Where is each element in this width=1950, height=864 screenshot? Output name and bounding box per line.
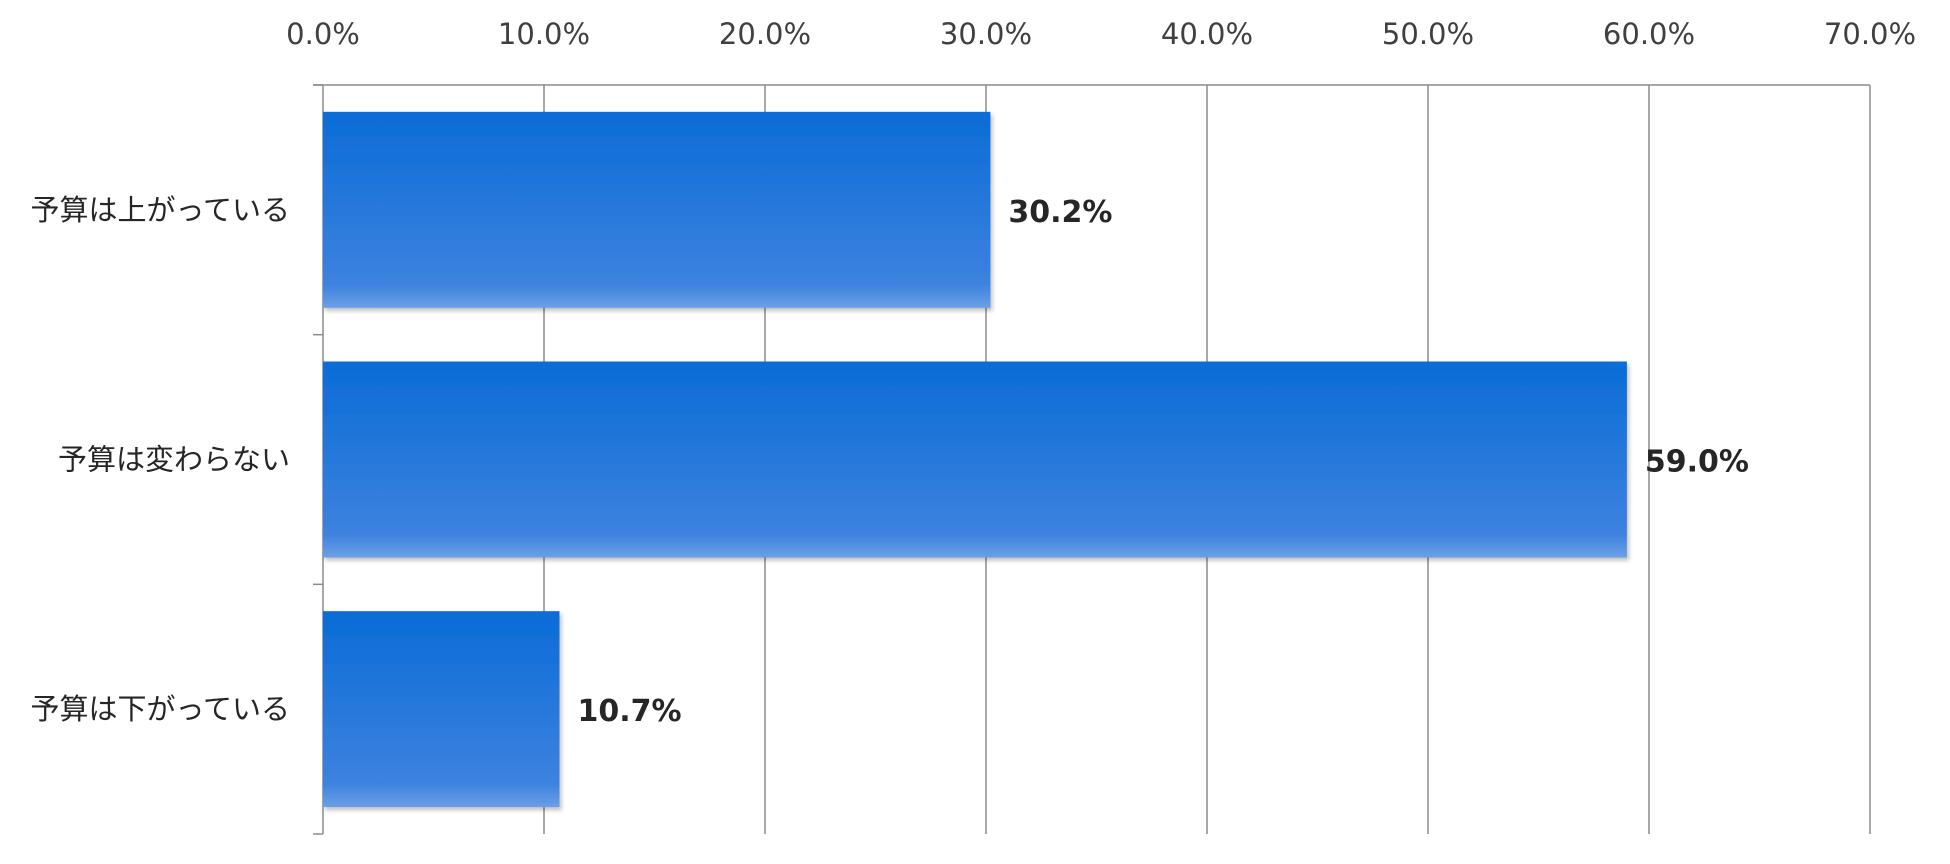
category-label: 予算は上がっている [30,193,290,227]
data-labels: 30.2% 59.0% 10.7% [577,195,1749,729]
x-tick-label: 20.0% [719,17,811,51]
x-tick-label: 70.0% [1824,17,1916,51]
bar [323,611,560,808]
x-tick-label: 50.0% [1382,17,1474,51]
data-label: 30.2% [1008,195,1112,230]
bar [323,361,1627,558]
category-label: 予算は変わらない [58,443,290,477]
bar [323,111,991,308]
x-tick-label: 10.0% [498,17,590,51]
data-label: 10.7% [577,694,681,729]
x-tick-label: 30.0% [940,17,1032,51]
x-tick-label: 60.0% [1603,17,1695,51]
x-axis-tick-labels: 0.0% 10.0% 20.0% 30.0% 40.0% 50.0% 60.0% 70.0% [286,17,1916,51]
data-label: 59.0% [1645,445,1749,480]
x-tick-label: 0.0% [286,17,360,51]
category-label: 予算は下がっている [30,692,290,726]
x-tick-label: 40.0% [1161,17,1253,51]
bars [323,111,1627,808]
